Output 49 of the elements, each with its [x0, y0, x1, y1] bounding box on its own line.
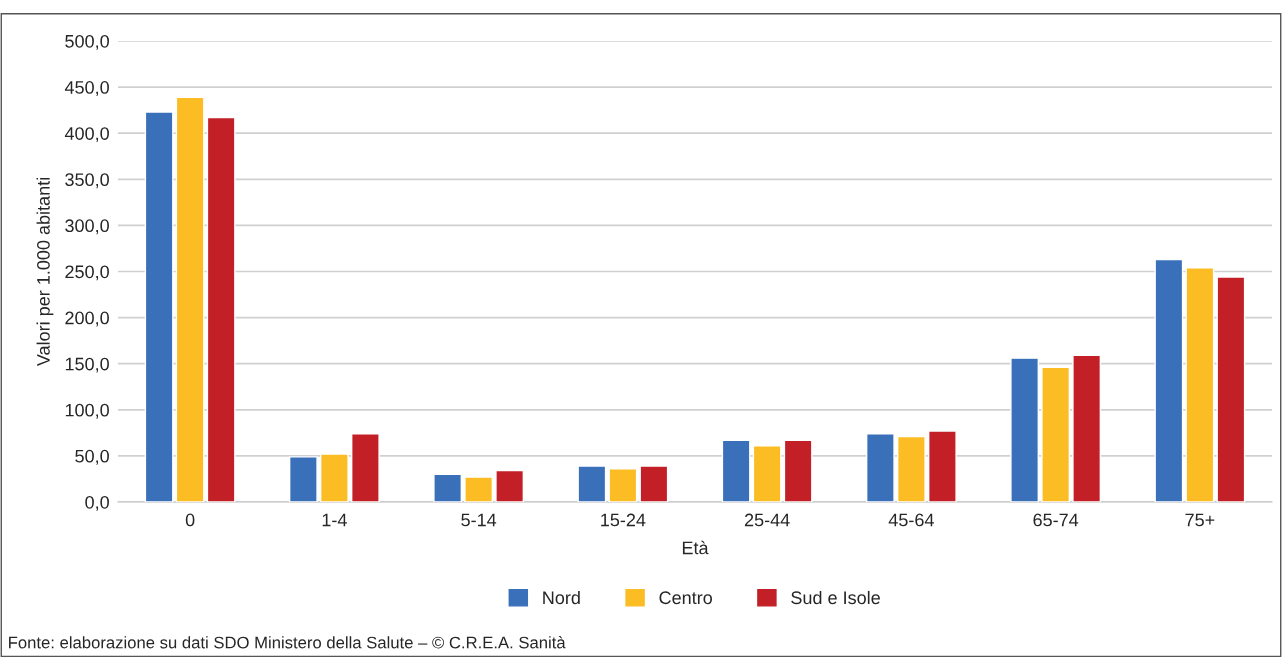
bar — [896, 435, 926, 502]
y-tick-label: 400,0 — [64, 127, 109, 143]
bar — [288, 456, 318, 502]
y-tick-label: 350,0 — [65, 173, 109, 189]
bar — [608, 468, 638, 502]
x-axis-title: Età — [682, 540, 709, 555]
y-tick-label: 450,0 — [64, 81, 109, 96]
bar — [1185, 267, 1215, 502]
x-tick-label: 75+ — [1185, 513, 1215, 527]
bar — [495, 469, 525, 502]
y-tick-label: 300,0 — [65, 219, 109, 235]
bar — [639, 465, 669, 502]
bar — [783, 439, 813, 502]
y-tick-label: 250,0 — [65, 265, 109, 281]
bar — [206, 116, 236, 502]
bar — [1072, 354, 1102, 502]
source-note: Fonte: elaborazione su dati SDO Ministero della Salute – © C.R.E.A. Sanità — [9, 636, 566, 649]
x-tick-label: 65-74 — [1033, 513, 1079, 527]
legend-label: Centro — [659, 591, 712, 605]
legend-label: Sud e Isole — [791, 590, 880, 605]
bar — [927, 430, 957, 502]
y-tick-label: 150,0 — [65, 357, 109, 373]
bar — [1154, 258, 1184, 502]
x-tick-label: 0 — [185, 513, 195, 527]
x-tick-label: 1-4 — [322, 513, 347, 527]
bar — [721, 439, 751, 502]
x-tick-label: 25-44 — [744, 513, 790, 527]
y-tick-label: 50,0 — [75, 449, 109, 465]
y-tick-label: 0,0 — [85, 495, 109, 511]
x-tick-label: 5-14 — [461, 513, 497, 527]
y-tick-label: 500,0 — [65, 34, 109, 50]
x-tick-label: 15-24 — [601, 513, 646, 527]
x-tick-label: 45-64 — [888, 513, 934, 527]
bar — [577, 465, 607, 502]
bar — [464, 476, 494, 502]
bar — [350, 433, 380, 502]
bar — [1216, 276, 1246, 502]
bar — [1041, 366, 1071, 502]
bar — [1010, 357, 1040, 502]
bar — [144, 111, 174, 502]
y-tick-label: 100,0 — [65, 403, 109, 419]
y-tick-label: 200,0 — [65, 311, 109, 327]
bar — [433, 473, 463, 502]
bar — [175, 96, 205, 502]
bar — [865, 433, 895, 502]
bar — [752, 445, 782, 502]
bar — [319, 453, 349, 502]
y-axis-title: Valori per 1.000 abitanti — [36, 178, 54, 367]
legend-label: Nord — [543, 590, 580, 605]
